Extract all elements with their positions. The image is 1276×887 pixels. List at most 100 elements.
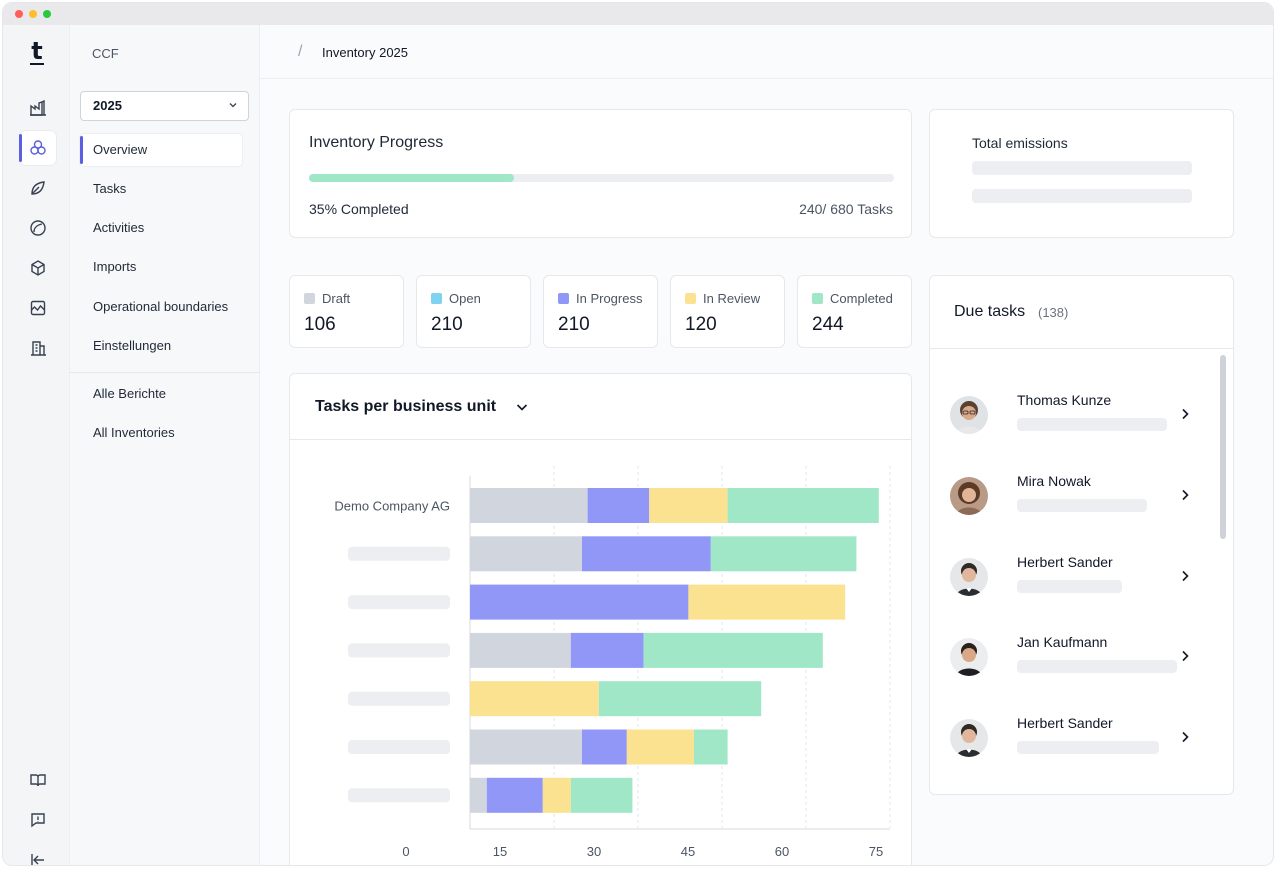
status-swatch — [431, 293, 442, 304]
close-window-button[interactable] — [15, 10, 23, 18]
x-tick-label: 0 — [402, 844, 409, 859]
avatar — [950, 477, 988, 515]
stat-value: 244 — [812, 314, 844, 335]
nav-item-tasks[interactable]: Tasks — [93, 181, 127, 196]
emissions-title: Total emissions — [972, 135, 1068, 151]
feedback-icon[interactable] — [20, 803, 56, 837]
factory-icon[interactable] — [20, 91, 56, 125]
chart-bar-segment — [470, 584, 689, 620]
task-skeleton — [1017, 580, 1122, 593]
chart-bar-segment — [470, 632, 571, 668]
x-tick-label: 60 — [775, 844, 789, 859]
x-tick-label: 30 — [587, 844, 601, 859]
progress-bar-fill — [309, 174, 514, 182]
progress-title: Inventory Progress — [309, 134, 444, 151]
chart-bar-segment — [470, 681, 599, 717]
stat-card-draft[interactable]: Draft 106 — [289, 275, 404, 348]
status-swatch — [685, 293, 696, 304]
leaf-icon[interactable] — [20, 171, 56, 205]
due-task-row[interactable]: Herbert Sander — [950, 548, 1200, 608]
stat-label: In Progress — [576, 291, 643, 306]
collapse-icon[interactable] — [20, 843, 56, 865]
chart-image-icon[interactable] — [20, 291, 56, 325]
task-skeleton — [1017, 418, 1167, 431]
avatar — [950, 558, 988, 596]
chevron-down-icon[interactable] — [514, 399, 530, 415]
task-skeleton — [1017, 741, 1159, 754]
chart-bar-segment — [470, 536, 582, 572]
globe-icon[interactable] — [20, 211, 56, 245]
window-titlebar — [3, 3, 1273, 25]
stat-value: 210 — [558, 314, 590, 335]
breadcrumb[interactable]: Inventory 2025 — [322, 45, 409, 60]
category-label-skeleton — [348, 740, 450, 754]
chart-bar-segment — [542, 777, 571, 813]
hexagons-icon[interactable] — [19, 131, 56, 165]
chevron-right-icon — [1182, 489, 1189, 501]
due-tasks-card: Due tasks (138) Thomas Kunze Mira Nowak … — [929, 275, 1234, 795]
category-label-skeleton — [348, 788, 450, 803]
stat-label: Draft — [322, 291, 351, 306]
x-tick-label: 45 — [681, 844, 695, 859]
book-icon[interactable] — [20, 763, 56, 797]
chart-bar-segment — [688, 584, 846, 620]
due-task-row[interactable]: Thomas Kunze — [950, 386, 1200, 446]
chart-bar-segment — [470, 488, 588, 523]
stat-label: In Review — [703, 291, 761, 306]
due-task-row[interactable]: Jan Kaufmann — [950, 628, 1200, 688]
category-label-skeleton — [348, 595, 450, 610]
nav-item-activities[interactable]: Activities — [93, 220, 145, 235]
icon-rail: t — [3, 25, 70, 865]
year-select[interactable]: 2025 — [80, 91, 249, 121]
app-logo[interactable]: t — [27, 39, 47, 67]
due-tasks-header: Due tasks (138) — [930, 276, 1233, 349]
nav-item-all-inventories[interactable]: All Inventories — [93, 425, 175, 440]
chart-bar-segment — [470, 729, 582, 765]
chart-bar-segment — [570, 632, 644, 668]
nav-item-imports[interactable]: Imports — [93, 259, 137, 274]
nav-divider — [70, 372, 260, 373]
category-label: Demo Company AG — [334, 499, 450, 514]
avatar — [950, 396, 988, 434]
assignee-name: Jan Kaufmann — [1017, 634, 1108, 650]
nav-item-operational-boundaries[interactable]: Operational boundaries — [93, 299, 229, 314]
nav-item-overview[interactable]: Overview — [80, 134, 242, 166]
nav-item-settings[interactable]: Einstellungen — [93, 338, 172, 353]
stat-card-in-review[interactable]: In Review 120 — [670, 275, 785, 348]
nav-item-all-reports[interactable]: Alle Berichte — [93, 386, 166, 401]
emissions-skeleton — [972, 161, 1192, 175]
chart-bar-segment — [727, 488, 879, 523]
progress-task-count: 240/ 680 Tasks — [799, 201, 893, 217]
stat-card-in-progress[interactable]: In Progress 210 — [543, 275, 658, 348]
cube-icon[interactable] — [20, 251, 56, 285]
chart-bar-segment — [598, 681, 762, 717]
stat-card-completed[interactable]: Completed 244 — [797, 275, 912, 348]
stat-value: 106 — [304, 314, 336, 335]
chart-bar-segment — [626, 729, 694, 765]
due-task-row[interactable]: Herbert Sander — [950, 709, 1200, 769]
maximize-window-button[interactable] — [43, 10, 51, 18]
minimize-window-button[interactable] — [29, 10, 37, 18]
due-task-row[interactable]: Mira Nowak — [950, 467, 1200, 527]
x-tick-label: 15 — [493, 844, 507, 859]
chart-bar-segment — [587, 488, 650, 523]
status-swatch — [304, 293, 315, 304]
assignee-name: Thomas Kunze — [1017, 392, 1112, 408]
scrollbar[interactable] — [1220, 355, 1226, 539]
breadcrumb-separator: / — [298, 43, 303, 60]
avatar — [950, 719, 988, 757]
chart-bar-segment — [643, 632, 823, 668]
chevron-down-icon — [229, 103, 237, 108]
page-header: / Inventory 2025 — [260, 25, 1273, 79]
chart-header: Tasks per business unit — [290, 374, 911, 440]
chart-bar-segment — [486, 777, 543, 813]
chart-bar-segment — [694, 729, 728, 765]
stat-card-open[interactable]: Open 210 — [416, 275, 531, 348]
category-label-skeleton — [348, 546, 450, 561]
stat-value: 210 — [431, 314, 463, 335]
stat-label: Completed — [830, 291, 893, 306]
buildings-icon[interactable] — [20, 331, 56, 365]
chart-title: Tasks per business unit — [315, 398, 497, 415]
chart-bar-segment — [570, 777, 633, 813]
stat-value: 120 — [685, 314, 717, 335]
